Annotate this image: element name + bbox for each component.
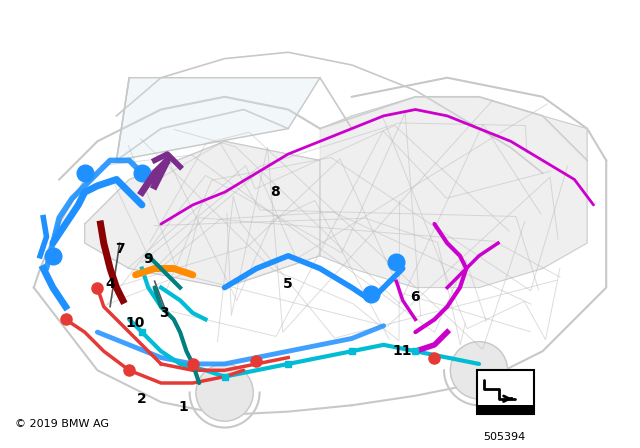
Text: 5: 5: [284, 277, 293, 291]
Text: 8: 8: [271, 185, 280, 199]
Circle shape: [451, 342, 508, 399]
Text: 2: 2: [137, 392, 147, 406]
Bar: [477, 405, 534, 414]
Text: 9: 9: [143, 252, 153, 266]
Circle shape: [196, 364, 253, 421]
Text: 11: 11: [393, 344, 412, 358]
Text: 505394: 505394: [483, 432, 525, 442]
Text: 1: 1: [179, 400, 188, 414]
Text: 4: 4: [105, 277, 115, 291]
Text: © 2019 BMW AG: © 2019 BMW AG: [15, 419, 109, 429]
Polygon shape: [84, 141, 320, 288]
Polygon shape: [116, 78, 320, 160]
Text: 3: 3: [159, 306, 169, 320]
Text: 6: 6: [411, 290, 420, 304]
Text: 7: 7: [115, 242, 124, 256]
Polygon shape: [320, 97, 587, 288]
Bar: [477, 370, 534, 414]
Text: 10: 10: [126, 315, 145, 330]
